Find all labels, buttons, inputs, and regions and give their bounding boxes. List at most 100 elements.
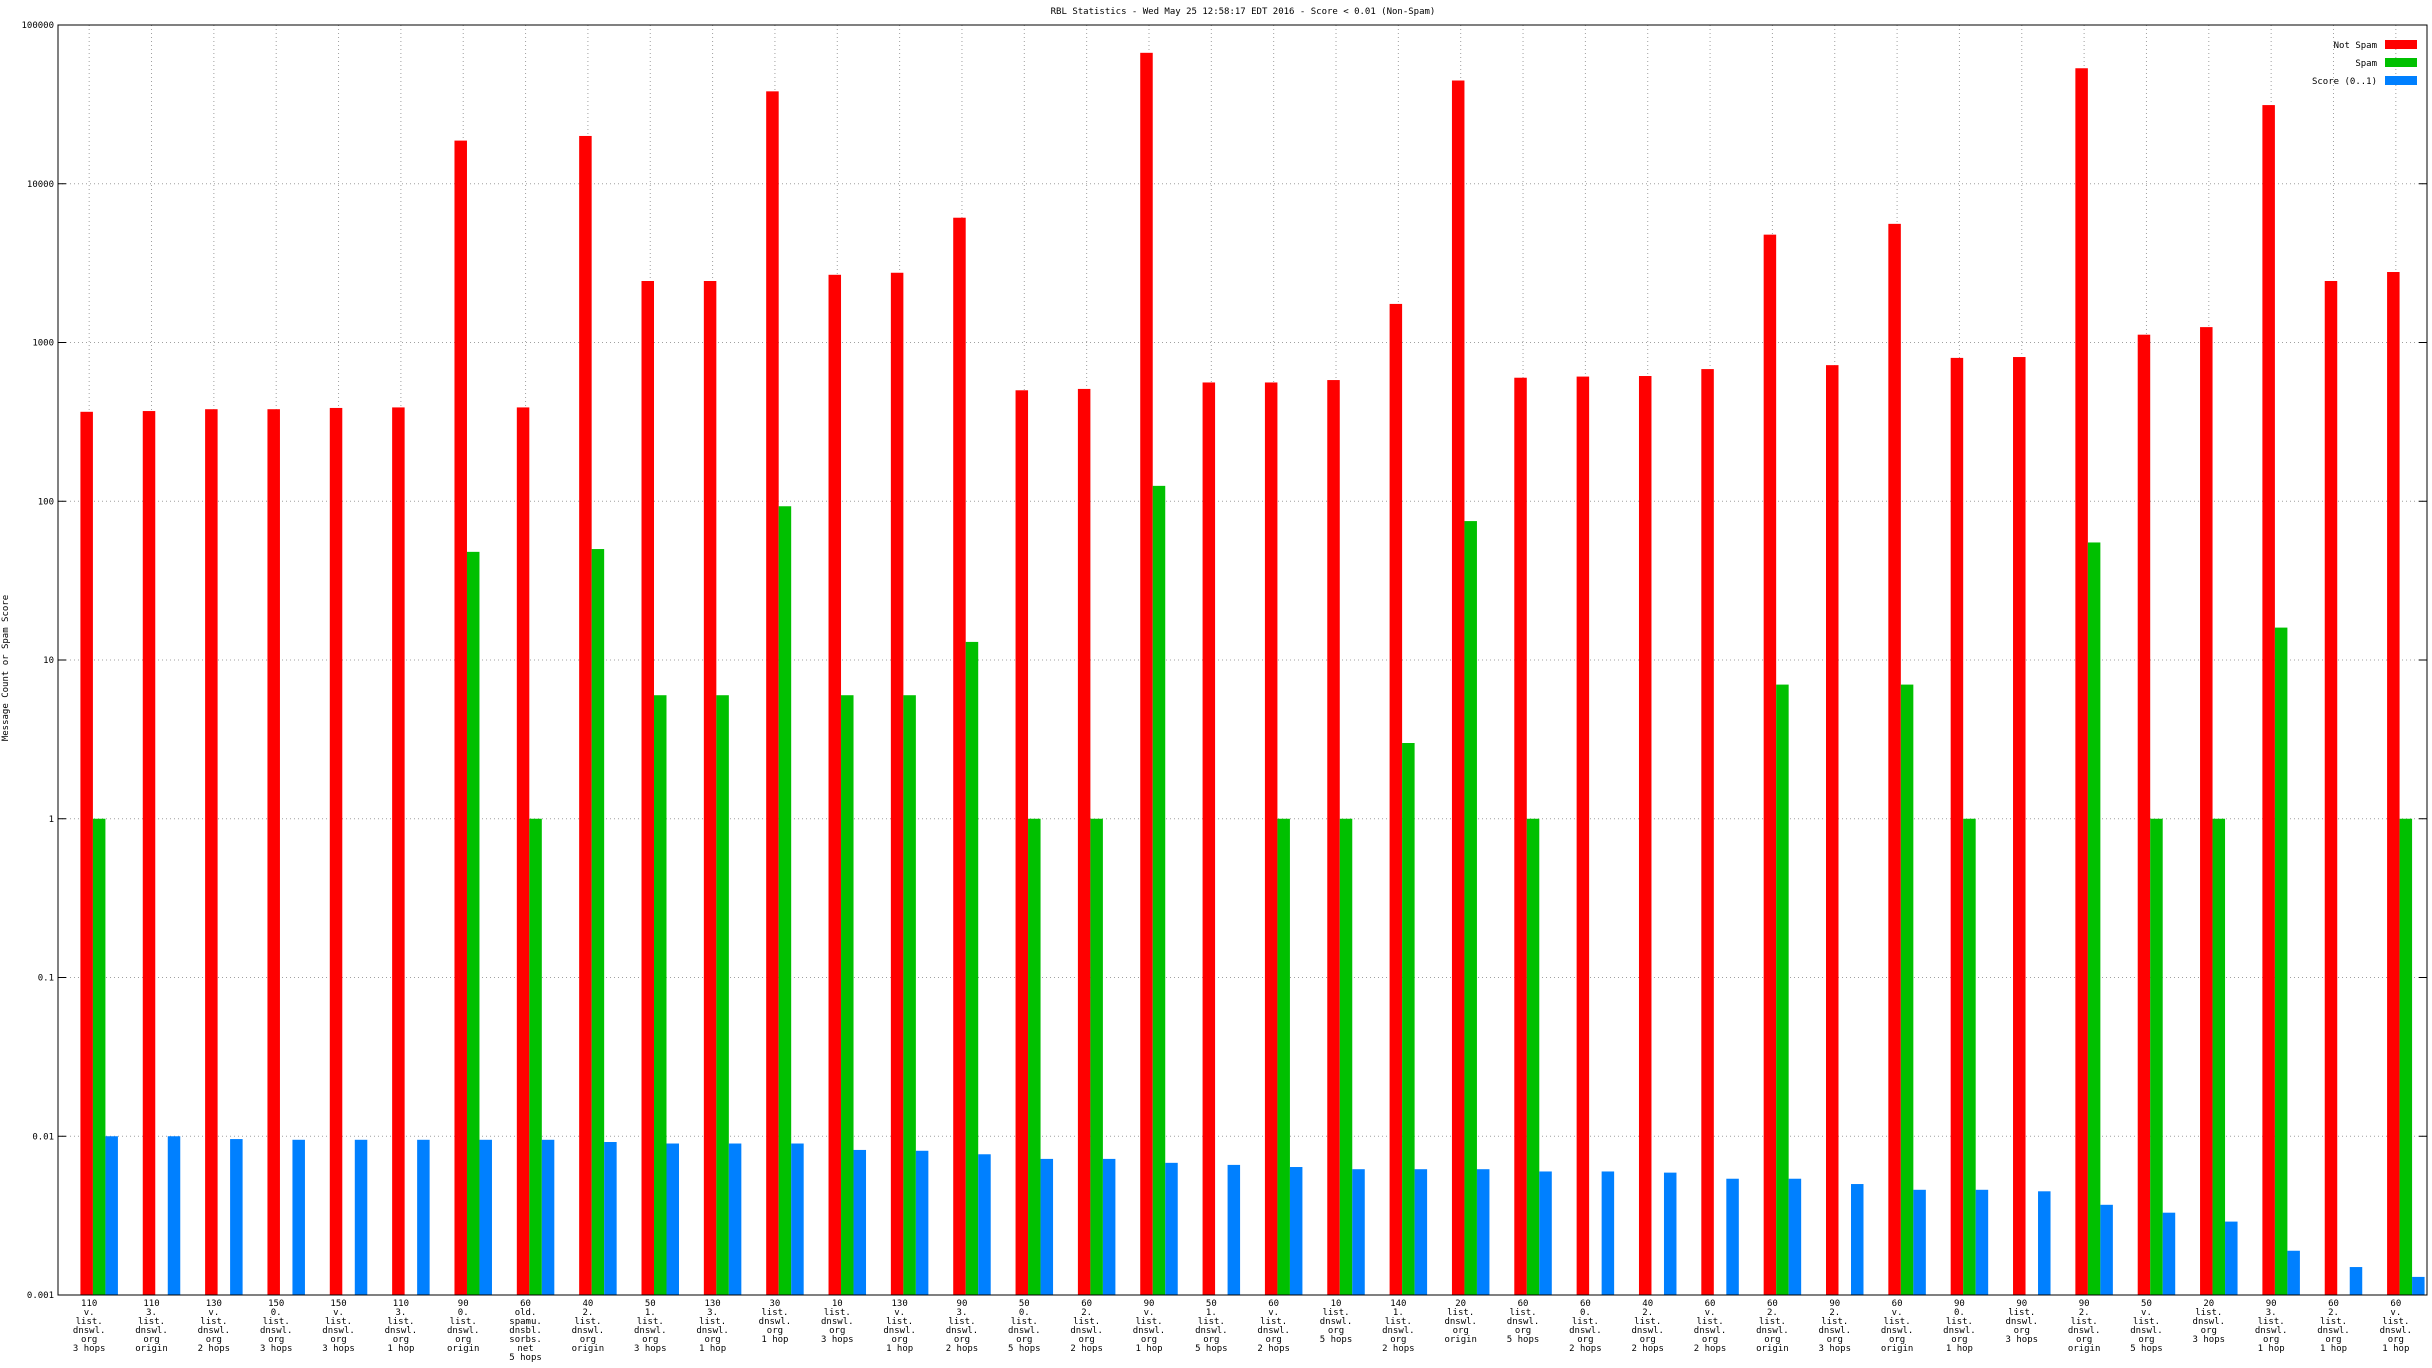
plot-frame bbox=[57, 24, 2428, 1296]
x-tick-label-line: 2. bbox=[1829, 1308, 1840, 1318]
bar bbox=[541, 1139, 555, 1295]
x-tick-label-line: 90 bbox=[458, 1299, 469, 1309]
x-tick-label-line: dnswl. bbox=[1756, 1326, 1789, 1336]
bar bbox=[167, 1136, 181, 1295]
x-tick-label-line: sorbs. bbox=[509, 1335, 542, 1345]
x-tick-label-line: 5 hops bbox=[509, 1353, 542, 1363]
x-tick-label-line: org bbox=[1827, 1335, 1843, 1345]
bar bbox=[641, 281, 654, 1296]
x-tick-label-line: list. bbox=[2258, 1317, 2285, 1327]
bar bbox=[1140, 52, 1153, 1295]
x-tick-label-line: 3. bbox=[395, 1308, 406, 1318]
x-tick-label-line: list. bbox=[2195, 1308, 2222, 1318]
x-tick-label-line: dnswl. bbox=[696, 1326, 729, 1336]
x-tick-label-line: list. bbox=[2382, 1317, 2409, 1327]
x-tick-label-line: v. bbox=[333, 1308, 344, 1318]
x-tick-label: 50 1. list. dnswl. org 5 hops bbox=[1195, 1299, 1228, 1354]
x-tick-label-line: list. bbox=[1385, 1317, 1412, 1327]
bar bbox=[1726, 1178, 1739, 1295]
x-tick-label-line: dnswl. bbox=[1818, 1326, 1851, 1336]
x-tick-label-line: org bbox=[1266, 1335, 1282, 1345]
x-tick-label: 90 0. list. dnswl. org origin bbox=[447, 1299, 480, 1354]
x-tick-label-line: 3 hops bbox=[634, 1344, 667, 1354]
bar bbox=[1514, 377, 1527, 1295]
x-tick-label-line: 30 bbox=[770, 1299, 781, 1309]
x-tick-label-line: 90 bbox=[2079, 1299, 2090, 1309]
x-tick-label: 140 1. list. dnswl. org 2 hops bbox=[1382, 1299, 1415, 1354]
x-tick-label-line: dnswl. bbox=[1070, 1326, 1103, 1336]
x-tick-label-line: list. bbox=[886, 1317, 913, 1327]
bar bbox=[1576, 376, 1590, 1296]
x-tick-label: 110 v. list. dnswl. org 3 hops bbox=[73, 1299, 106, 1354]
x-tick-label-line: 50 bbox=[1206, 1299, 1217, 1309]
bar bbox=[92, 818, 106, 1295]
bar bbox=[1327, 380, 1340, 1296]
bar bbox=[479, 1139, 492, 1295]
x-tick-label-line: 0. bbox=[271, 1308, 282, 1318]
x-tick-label-line: dnswl. bbox=[2317, 1326, 2350, 1336]
x-tick-label-line: dnswl. bbox=[759, 1317, 792, 1327]
x-tick-label-line: 90 bbox=[1954, 1299, 1965, 1309]
x-tick-label: 90 2. list. dnswl. org 3 hops bbox=[1818, 1299, 1851, 1354]
y-tick-label: 100 bbox=[38, 497, 54, 507]
bar bbox=[329, 407, 343, 1295]
y-axis-label: Message Count or Spam Score bbox=[1, 595, 11, 741]
x-tick-label: 50 v. list. dnswl. org 5 hops bbox=[2130, 1299, 2163, 1354]
x-tick-label: 60 2. list. dnswl. org 1 hop bbox=[2317, 1299, 2350, 1354]
legend-label: Score (0..1) bbox=[2312, 77, 2377, 87]
x-tick-label-line: org bbox=[2014, 1326, 2030, 1336]
x-tick-label-line: org bbox=[1515, 1326, 1531, 1336]
x-tick-label-line: 3. bbox=[146, 1308, 157, 1318]
x-tick-label-line: org bbox=[143, 1335, 159, 1345]
x-tick-label-line: list. bbox=[2071, 1317, 2098, 1327]
bar bbox=[1414, 1169, 1428, 1295]
x-tick-label-line: 3 hops bbox=[821, 1335, 854, 1345]
x-tick-label: 10 list. dnswl. org 3 hops bbox=[821, 1299, 854, 1345]
x-tick-label-line: 2 hops bbox=[1070, 1344, 1103, 1354]
x-tick-label: 130 v. list. dnswl. org 1 hop bbox=[883, 1299, 916, 1354]
bar bbox=[454, 140, 467, 1296]
x-tick-label-line: 1 hop bbox=[387, 1344, 414, 1354]
x-tick-label-line: list. bbox=[1135, 1317, 1162, 1327]
x-tick-label-line: list. bbox=[1821, 1317, 1848, 1327]
x-tick-label-line: org bbox=[1640, 1335, 1656, 1345]
x-tick-label-line: 110 bbox=[393, 1299, 409, 1309]
x-tick-label-line: 0. bbox=[1580, 1308, 1591, 1318]
x-tick-label-line: org bbox=[1016, 1335, 1032, 1345]
x-tick-label-line: org bbox=[1577, 1335, 1593, 1345]
x-tick-label-line: 3 hops bbox=[260, 1344, 293, 1354]
x-tick-label-line: dnswl. bbox=[1008, 1326, 1041, 1336]
x-tick-label-line: org bbox=[1328, 1326, 1344, 1336]
y-tick-label: 0.1 bbox=[38, 974, 54, 984]
bar bbox=[1289, 1167, 1303, 1295]
x-tick-label-line: 60 bbox=[1705, 1299, 1716, 1309]
x-tick-label-line: dnswl. bbox=[2006, 1317, 2039, 1327]
x-tick-label-line: list. bbox=[200, 1317, 227, 1327]
x-tick-label-line: 1 hop bbox=[761, 1335, 788, 1345]
bar bbox=[1152, 485, 1166, 1295]
x-tick-label-line: dnswl. bbox=[385, 1326, 418, 1336]
x-tick-label-line: 1 hop bbox=[1946, 1344, 1973, 1354]
x-tick-label-line: origin bbox=[2068, 1344, 2101, 1354]
x-tick-label-line: 0. bbox=[1954, 1308, 1965, 1318]
x-tick-label-line: 90 bbox=[2266, 1299, 2277, 1309]
bar bbox=[1701, 369, 1714, 1295]
x-tick-label-line: 0. bbox=[458, 1308, 469, 1318]
x-tick-label-line: org bbox=[268, 1335, 284, 1345]
bar bbox=[903, 695, 916, 1295]
x-tick-label-line: 2 hops bbox=[1382, 1344, 1415, 1354]
x-tick-label-line: 130 bbox=[206, 1299, 222, 1309]
x-tick-label-line: 20 bbox=[2203, 1299, 2214, 1309]
x-tick-label-line: list. bbox=[1634, 1317, 1661, 1327]
bar bbox=[1826, 365, 1839, 1296]
bar bbox=[142, 411, 156, 1295]
x-tick-label-line: 60 bbox=[1580, 1299, 1591, 1309]
x-tick-label-line: dnswl. bbox=[1881, 1326, 1914, 1336]
x-tick-label-line: list. bbox=[263, 1317, 290, 1327]
x-tick-label-line: list. bbox=[574, 1317, 601, 1327]
x-tick-label-line: dnswl. bbox=[1943, 1326, 1976, 1336]
x-tick-label: 110 3. list. dnswl. org 1 hop bbox=[385, 1299, 418, 1354]
x-tick-label-line: net bbox=[517, 1344, 533, 1354]
bar bbox=[915, 1150, 929, 1295]
bar bbox=[417, 1139, 430, 1295]
